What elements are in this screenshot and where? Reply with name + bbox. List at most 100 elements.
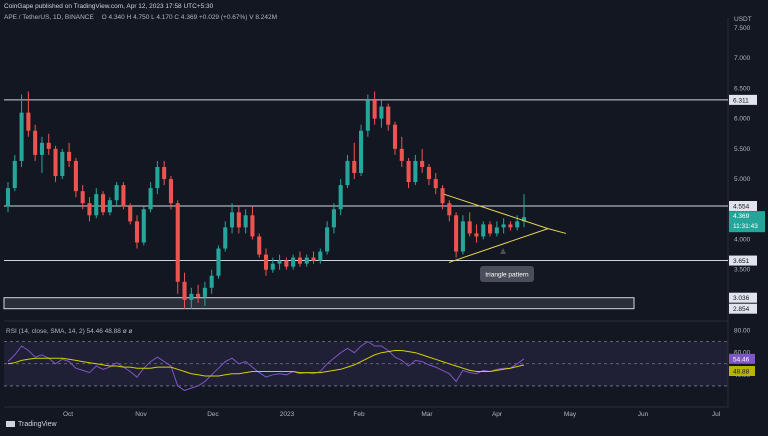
candle bbox=[196, 293, 201, 297]
price-tick-label: 6.500 bbox=[734, 85, 751, 92]
time-tick-label: Feb bbox=[353, 411, 365, 418]
candle bbox=[141, 209, 146, 243]
candle bbox=[250, 215, 255, 237]
candle bbox=[494, 227, 499, 234]
candle bbox=[365, 100, 370, 131]
candle bbox=[331, 209, 336, 228]
candle bbox=[39, 142, 44, 155]
candle bbox=[73, 160, 78, 192]
candle bbox=[386, 106, 391, 125]
candle bbox=[501, 224, 506, 228]
candle bbox=[107, 200, 112, 213]
brand-text: TradingView bbox=[18, 421, 57, 428]
candle bbox=[26, 112, 31, 131]
price-tick-label: 5.000 bbox=[734, 176, 751, 183]
time-tick-label: 2023 bbox=[280, 411, 295, 418]
candle bbox=[318, 251, 323, 261]
price-tick-label: 7.000 bbox=[734, 55, 751, 62]
rsi-sma-label: 48.88 bbox=[733, 369, 750, 376]
candle bbox=[236, 212, 241, 228]
candle bbox=[352, 160, 357, 174]
candle bbox=[284, 260, 289, 267]
candle bbox=[304, 257, 309, 264]
callout-pointer bbox=[500, 248, 506, 254]
candle bbox=[345, 160, 350, 186]
candle bbox=[230, 212, 235, 228]
price-tick-label: 7.500 bbox=[734, 25, 751, 32]
price-tick-label: 5.500 bbox=[734, 146, 751, 153]
time-tick-label: Jul bbox=[712, 411, 721, 418]
rsi-tick-label: 60.00 bbox=[734, 350, 751, 357]
rsi-value-label: 54.46 bbox=[733, 356, 750, 363]
candle bbox=[270, 263, 275, 270]
candle bbox=[94, 194, 99, 216]
rsi-value-box bbox=[729, 353, 755, 364]
candle bbox=[263, 254, 269, 270]
candle bbox=[467, 221, 472, 234]
rsi-tick-label: 80.00 bbox=[734, 328, 751, 335]
symbol-text: APE / TetherUS, 1D, BINANCE bbox=[4, 14, 94, 21]
candle bbox=[447, 203, 452, 216]
candle bbox=[359, 130, 364, 174]
annotation-box bbox=[480, 266, 534, 282]
candle bbox=[216, 248, 221, 276]
tradingview-logo-icon bbox=[6, 421, 15, 428]
candle bbox=[515, 221, 520, 228]
time-tick-label: Apr bbox=[492, 411, 503, 418]
candle bbox=[338, 185, 343, 210]
candle bbox=[53, 148, 58, 177]
candle bbox=[19, 112, 24, 161]
candle bbox=[5, 188, 11, 207]
candle bbox=[474, 233, 479, 237]
price-tick-label: 6.000 bbox=[734, 116, 751, 123]
candle bbox=[277, 260, 282, 264]
support-zone bbox=[3, 297, 635, 310]
candle bbox=[325, 227, 330, 252]
level-label: 4.554 bbox=[733, 204, 750, 211]
annotation-label: triangle pattern bbox=[485, 272, 529, 279]
candle bbox=[128, 206, 133, 222]
level-label-bg bbox=[729, 255, 757, 266]
candle bbox=[46, 142, 51, 149]
candle bbox=[379, 106, 384, 119]
level-label: 6.311 bbox=[733, 97, 749, 104]
price-tick-label: 3.500 bbox=[734, 267, 751, 274]
candle bbox=[372, 100, 377, 119]
rsi-sma-box bbox=[729, 366, 755, 377]
time-tick-label: Jun bbox=[638, 411, 649, 418]
candle bbox=[440, 188, 445, 204]
axis-unit: USDT bbox=[734, 16, 752, 23]
candle bbox=[168, 179, 173, 204]
candle bbox=[243, 215, 248, 228]
candle bbox=[297, 257, 302, 264]
candle bbox=[67, 151, 72, 161]
level-label: 3.036 bbox=[733, 295, 750, 302]
candle bbox=[12, 160, 17, 189]
time-tick-label: Dec bbox=[207, 411, 219, 418]
time-tick-label: Nov bbox=[135, 411, 147, 418]
candle bbox=[60, 151, 65, 177]
candle bbox=[155, 166, 160, 189]
candle bbox=[406, 160, 411, 183]
candle bbox=[121, 185, 126, 207]
level-label-bg bbox=[729, 303, 757, 314]
rsi-label: RSI (14, close, SMA, 14, 2) 54.46 48.88 … bbox=[6, 328, 132, 335]
candle bbox=[291, 257, 296, 267]
countdown-label: 11:31:43 bbox=[733, 223, 758, 230]
candle bbox=[182, 281, 187, 300]
candle bbox=[481, 224, 486, 237]
candle bbox=[454, 215, 459, 252]
candle bbox=[148, 188, 153, 210]
ohlc-values: O 4.340 H 4.750 L 4.170 C 4.369 +0.029 (… bbox=[101, 14, 278, 21]
candle bbox=[33, 130, 38, 155]
symbol-line: APE / TetherUS, 1D, BINANCE O 4.340 H 4.… bbox=[4, 14, 277, 21]
candle bbox=[420, 160, 425, 167]
level-label-bg bbox=[729, 94, 757, 105]
candle bbox=[114, 185, 119, 201]
publisher-line: CoinGape published on TradingView.com, A… bbox=[4, 3, 214, 10]
candle bbox=[426, 166, 431, 180]
level-label: 3.651 bbox=[733, 258, 750, 265]
time-tick-label: Oct bbox=[63, 411, 73, 418]
candle bbox=[508, 224, 513, 228]
